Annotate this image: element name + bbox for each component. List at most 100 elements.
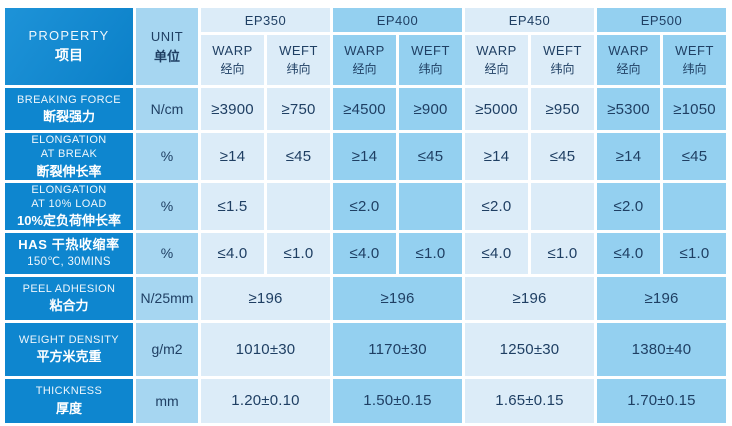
row-label-has-shrinkage: HAS 干热收缩率 150℃, 30MINS [5, 232, 133, 274]
cell-ep450-weft: ≤1.0 [531, 232, 594, 274]
cell-ep350-weft: ≥750 [267, 88, 330, 130]
cell-ep450-warp: ≥5000 [465, 88, 528, 130]
unit-cell: N/cm [136, 88, 198, 130]
header-property-en: PROPERTY [28, 28, 110, 44]
unit-cell: % [136, 133, 198, 180]
cell-ep350-warp: ≥3900 [201, 88, 264, 130]
warp-label-en: WARP [608, 43, 649, 58]
row-label-zh: 10%定负荷伸长率 [16, 213, 122, 229]
cell-ep350: ≥196 [201, 276, 330, 320]
cell-ep350: 1.20±0.10 [201, 378, 330, 423]
weft-label-zh: 纬向 [286, 62, 311, 76]
row-label-en: WEIGHT DENSITY [18, 333, 120, 346]
row-label-en: HAS 干热收缩率 [18, 236, 120, 252]
weft-label-en: WEFT [675, 43, 714, 58]
cell-ep450: 1.65±0.15 [465, 378, 594, 423]
cell-ep450: ≥196 [465, 276, 594, 320]
subheader-ep500-weft: WEFT 纬向 [663, 35, 726, 85]
cell-ep450-weft [531, 182, 594, 230]
header-property: PROPERTY 项目 [5, 8, 133, 85]
row-label-peel-adhesion: PEEL ADHESION 粘合力 [5, 276, 133, 320]
cell-ep350-weft [267, 182, 330, 230]
row-label-zh: 粘合力 [49, 298, 89, 314]
unit-cell: N/25mm [136, 276, 198, 320]
weft-label-zh: 纬向 [418, 62, 443, 76]
cell-ep350: 1010±30 [201, 322, 330, 376]
warp-label-zh: 经向 [352, 62, 377, 76]
row-label-zh: 平方米克重 [36, 349, 102, 365]
row-label-en: ELONGATION AT 10% LOAD [31, 183, 107, 211]
cell-ep500-weft: ≤1.0 [663, 232, 726, 274]
weft-label-zh: 纬向 [550, 62, 575, 76]
header-property-zh: 项目 [55, 47, 83, 64]
row-label-zh: 断裂强力 [42, 109, 95, 125]
cell-ep400: ≥196 [333, 276, 462, 320]
cell-ep400-weft: ≤45 [399, 133, 462, 180]
subheader-ep400-warp: WARP 经向 [333, 35, 396, 85]
cell-ep400-weft: ≥900 [399, 88, 462, 130]
header-group-ep500: EP500 [597, 8, 726, 32]
weft-label-en: WEFT [543, 43, 582, 58]
cell-ep500: 1.70±0.15 [597, 378, 726, 423]
unit-cell: % [136, 182, 198, 230]
cell-ep400: 1.50±0.15 [333, 378, 462, 423]
cell-ep400-warp: ≤4.0 [333, 232, 396, 274]
unit-cell: mm [136, 378, 198, 423]
unit-cell: % [136, 232, 198, 274]
cell-ep500-warp: ≤4.0 [597, 232, 660, 274]
row-label-en: ELONGATION AT BREAK [31, 134, 107, 161]
header-unit: UNIT 单位 [136, 8, 198, 85]
weft-label-en: WEFT [279, 43, 318, 58]
subheader-ep350-weft: WEFT 纬向 [267, 35, 330, 85]
warp-label-en: WARP [476, 43, 517, 58]
row-label-breaking-force: BREAKING FORCE 断裂强力 [5, 88, 133, 130]
weft-label-zh: 纬向 [682, 62, 707, 76]
subheader-ep450-weft: WEFT 纬向 [531, 35, 594, 85]
cell-ep500-warp: ≥14 [597, 133, 660, 180]
row-label-weight-density: WEIGHT DENSITY 平方米克重 [5, 322, 133, 376]
subheader-ep350-warp: WARP 经向 [201, 35, 264, 85]
cell-ep450-warp: ≤2.0 [465, 182, 528, 230]
cell-ep500-weft [663, 182, 726, 230]
header-unit-zh: 单位 [153, 48, 180, 64]
subheader-ep400-weft: WEFT 纬向 [399, 35, 462, 85]
spec-table: PROPERTY 项目 UNIT 单位 EP350 EP400 EP450 EP… [2, 5, 729, 426]
row-label-en: PEEL ADHESION [22, 282, 116, 295]
cell-ep500-warp: ≤2.0 [597, 182, 660, 230]
cell-ep500: 1380±40 [597, 322, 726, 376]
cell-ep500-weft: ≤45 [663, 133, 726, 180]
subheader-ep450-warp: WARP 经向 [465, 35, 528, 85]
cell-ep500: ≥196 [597, 276, 726, 320]
cell-ep350-weft: ≤1.0 [267, 232, 330, 274]
cell-ep500-weft: ≥1050 [663, 88, 726, 130]
cell-ep350-warp: ≤1.5 [201, 182, 264, 230]
cell-ep450-weft: ≤45 [531, 133, 594, 180]
row-label-zh: 厚度 [55, 400, 82, 416]
row-label-en: BREAKING FORCE [16, 93, 121, 106]
warp-label-zh: 经向 [220, 62, 245, 76]
warp-label-en: WARP [344, 43, 385, 58]
row-label-en: THICKNESS [35, 385, 103, 398]
header-group-ep450: EP450 [465, 8, 594, 32]
cell-ep450: 1250±30 [465, 322, 594, 376]
cell-ep450-warp: ≤4.0 [465, 232, 528, 274]
warp-label-zh: 经向 [484, 62, 509, 76]
cell-ep450-warp: ≥14 [465, 133, 528, 180]
cell-ep350-weft: ≤45 [267, 133, 330, 180]
unit-cell: g/m2 [136, 322, 198, 376]
cell-ep450-weft: ≥950 [531, 88, 594, 130]
row-label-zh: 断裂伸长率 [36, 163, 102, 179]
header-group-ep400: EP400 [333, 8, 462, 32]
cell-ep350-warp: ≤4.0 [201, 232, 264, 274]
header-group-ep350: EP350 [201, 8, 330, 32]
row-label-zh: 150℃, 30MINS [27, 256, 111, 269]
cell-ep400-warp: ≥14 [333, 133, 396, 180]
cell-ep400-weft: ≤1.0 [399, 232, 462, 274]
row-label-thickness: THICKNESS 厚度 [5, 378, 133, 423]
cell-ep400-warp: ≥4500 [333, 88, 396, 130]
cell-ep400-weft [399, 182, 462, 230]
weft-label-en: WEFT [411, 43, 450, 58]
cell-ep400: 1170±30 [333, 322, 462, 376]
subheader-ep500-warp: WARP 经向 [597, 35, 660, 85]
cell-ep500-warp: ≥5300 [597, 88, 660, 130]
